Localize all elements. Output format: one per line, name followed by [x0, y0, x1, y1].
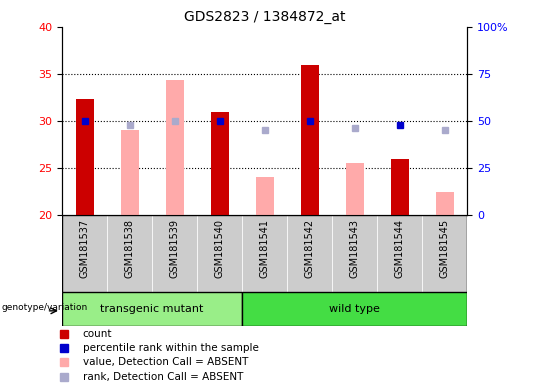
Text: value, Detection Call = ABSENT: value, Detection Call = ABSENT — [83, 358, 248, 367]
Bar — [242, 215, 287, 292]
Bar — [255, 177, 274, 215]
Bar — [197, 215, 242, 292]
Text: percentile rank within the sample: percentile rank within the sample — [83, 343, 258, 353]
Bar — [390, 159, 409, 215]
Bar — [346, 163, 363, 215]
Bar — [107, 215, 152, 292]
Bar — [62, 215, 107, 292]
Text: GSM181545: GSM181545 — [440, 219, 450, 278]
Bar — [377, 215, 422, 292]
Bar — [166, 79, 184, 215]
Bar — [332, 215, 377, 292]
Text: count: count — [83, 329, 112, 339]
Bar — [422, 215, 467, 292]
Text: GSM181537: GSM181537 — [79, 219, 90, 278]
Text: rank, Detection Call = ABSENT: rank, Detection Call = ABSENT — [83, 372, 243, 382]
Text: GSM181543: GSM181543 — [349, 219, 360, 278]
Text: GSM181538: GSM181538 — [125, 219, 134, 278]
Text: GSM181540: GSM181540 — [214, 219, 225, 278]
Text: GSM181541: GSM181541 — [260, 219, 269, 278]
Bar — [62, 292, 242, 326]
Text: transgenic mutant: transgenic mutant — [100, 304, 204, 314]
Bar — [301, 65, 319, 215]
Bar — [211, 112, 228, 215]
Text: GSM181542: GSM181542 — [305, 219, 315, 278]
Bar — [242, 292, 467, 326]
Bar — [152, 215, 197, 292]
Text: genotype/variation: genotype/variation — [1, 303, 87, 312]
Bar — [120, 131, 139, 215]
Text: wild type: wild type — [329, 304, 380, 314]
Text: GSM181544: GSM181544 — [395, 219, 404, 278]
Bar — [436, 192, 454, 215]
Title: GDS2823 / 1384872_at: GDS2823 / 1384872_at — [184, 10, 346, 25]
Bar — [287, 215, 332, 292]
Text: GSM181539: GSM181539 — [170, 219, 180, 278]
Bar — [76, 99, 93, 215]
